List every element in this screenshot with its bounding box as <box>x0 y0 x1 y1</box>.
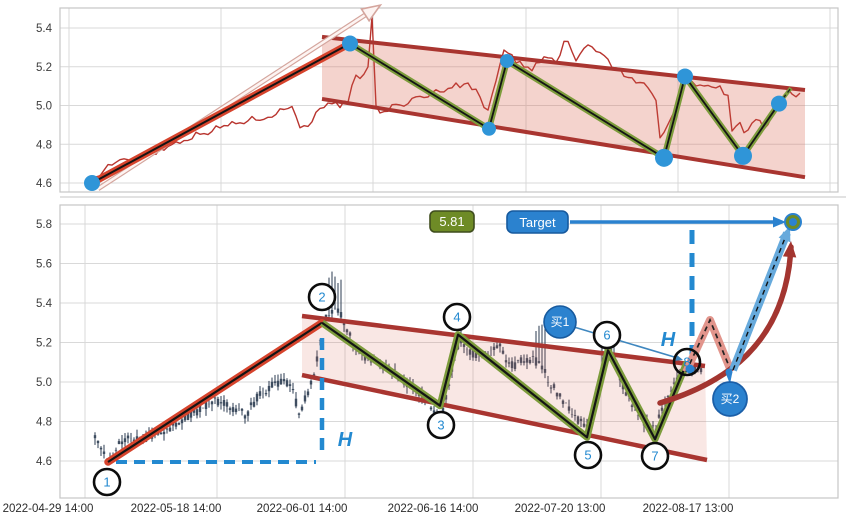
pivot-marker-7[interactable] <box>640 441 670 471</box>
h-measure-label-1: H <box>338 429 353 451</box>
x-axis-tick-label: 2022-05-18 14:00 <box>131 503 222 515</box>
pivot-dot[interactable] <box>771 95 787 112</box>
y-axis-tick-label: 4.6 <box>36 178 52 190</box>
curved-breakout-arrow <box>657 244 794 406</box>
target-dot-center <box>790 219 796 225</box>
pivot-dot[interactable] <box>482 121 496 136</box>
pivot-marker-label-7: 7 <box>651 449 658 464</box>
channel-upper-line <box>321 34 806 92</box>
y-axis-tick-label: 5.8 <box>36 219 52 231</box>
curved-breakout-arrow-head-tip <box>782 241 797 258</box>
y-axis-tick-label: 5.2 <box>36 338 52 350</box>
channel-lower-line <box>321 96 806 180</box>
pivot-marker-label-8: 8 <box>683 355 690 370</box>
channel-lower-line <box>301 372 708 463</box>
pivot-marker-6[interactable] <box>592 320 622 350</box>
up-trend-core <box>107 321 323 463</box>
buy2-marker[interactable] <box>712 381 748 417</box>
pivot-dot[interactable] <box>342 35 358 52</box>
breakout-arrow-head <box>778 226 791 243</box>
trend-arrow-head-shape <box>360 3 383 23</box>
y-axis-tick-label: 5.2 <box>36 62 52 74</box>
pivot-marker-label-3: 3 <box>437 418 444 433</box>
buy2-marker-label: 买2 <box>721 392 740 406</box>
pivot-marker-5[interactable] <box>573 440 603 470</box>
target-price-tag-label: 5.81 <box>439 214 464 229</box>
channel-upper-line <box>301 313 706 369</box>
pivot-marker-2[interactable] <box>307 282 337 312</box>
pivot-marker-8[interactable] <box>672 347 702 377</box>
pivot-dot[interactable] <box>677 68 693 85</box>
pivot-marker-1[interactable] <box>92 467 122 497</box>
x-axis-tick-label: 2022-06-01 14:00 <box>257 503 348 515</box>
y-axis-tick-label: 5.6 <box>36 259 52 271</box>
pivot-dot[interactable] <box>734 146 752 165</box>
pivot-dot[interactable] <box>500 53 514 68</box>
target-price-tag[interactable] <box>429 210 475 233</box>
trend-arrow-head <box>360 3 383 23</box>
x-axis-tick-label: 2022-04-29 14:00 <box>3 503 94 515</box>
breakout-arrow-core <box>732 232 788 371</box>
trend-arrow-shaft-core <box>97 9 373 190</box>
target-line-arrow-head <box>773 216 786 228</box>
y-axis-tick-label: 5.0 <box>36 101 52 113</box>
plot-border <box>59 7 839 193</box>
pivot-marker-label-2: 2 <box>318 290 325 305</box>
h-measure-label-2: H <box>661 329 676 351</box>
y-axis-tick-label: 5.4 <box>36 23 53 35</box>
target-tag-label: Target <box>519 215 556 230</box>
pivot-dot[interactable] <box>84 175 100 191</box>
pivot-marker-label-5: 5 <box>584 448 591 463</box>
x-axis-tick-label: 2022-08-17 13:00 <box>643 503 734 515</box>
pivot-dot[interactable] <box>655 148 673 167</box>
channel-fill <box>322 36 805 178</box>
channel-fill-overlay <box>322 36 805 178</box>
y-axis-tick-label: 5.0 <box>36 377 52 389</box>
curved-breakout-arrow-head <box>782 241 797 258</box>
projection-zigzag-core <box>685 317 732 373</box>
zigzag-core <box>321 321 689 441</box>
pivot-8-dot <box>685 364 695 374</box>
x-axis-tick-label: 2022-06-16 14:00 <box>388 503 479 515</box>
bottom-panel: 5.8 5.6 5.4 5.2 5.0 4.8 4.6 2022-04-29 14:00 202… <box>3 204 839 515</box>
top-panel: 5.4 5.2 5.0 4.8 4.6 <box>36 3 839 193</box>
plot-border <box>59 204 839 499</box>
pivot-marker-label-4: 4 <box>453 310 460 325</box>
target-tag[interactable] <box>506 210 569 234</box>
buy2-pin-dot <box>725 368 733 376</box>
y-axis-tick-label: 4.8 <box>36 139 52 151</box>
y-axis-tick-label: 5.4 <box>36 298 53 310</box>
up-trend-core <box>91 42 351 184</box>
pivot-marker-3[interactable] <box>426 410 456 440</box>
buy1-marker[interactable] <box>543 305 577 339</box>
breakout-arrow-head-tip <box>778 226 791 243</box>
target-dot-ring <box>786 215 800 229</box>
y-axis-tick-label: 4.8 <box>36 417 52 429</box>
target-line-arrow-head-tip <box>773 216 786 228</box>
y-axis-tick-label: 4.6 <box>36 456 52 468</box>
x-axis-tick-label: 2022-07-20 13:00 <box>515 503 606 515</box>
pivot-marker-label-6: 6 <box>603 328 610 343</box>
pivot-marker-label-1: 1 <box>103 475 110 490</box>
buy1-marker-label: 买1 <box>551 315 570 329</box>
buy1-pointer-line <box>573 326 682 360</box>
pivot-marker-4[interactable] <box>442 302 472 332</box>
channel-fill <box>302 316 707 461</box>
